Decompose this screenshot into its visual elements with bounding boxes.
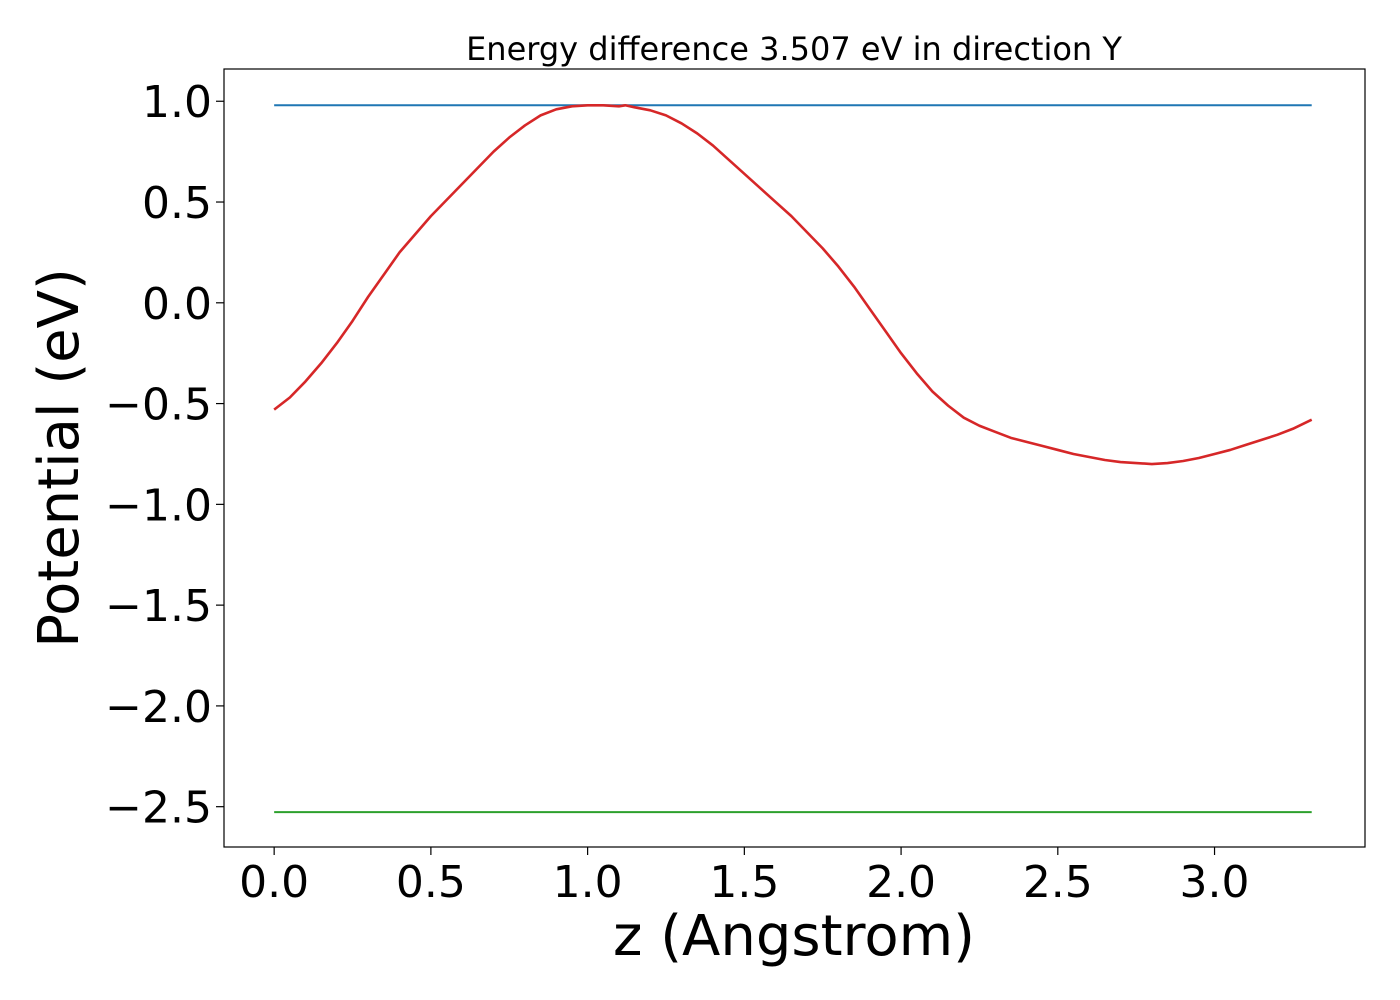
x-tick-label: 3.0 [1180,857,1250,908]
y-tick-label: 0.5 [142,178,212,229]
series-line-3 [273,103,1313,466]
x-tick-label: 0.0 [239,857,309,908]
y-tick-label: −2.0 [105,682,212,733]
x-tick-label: 1.5 [709,857,779,908]
y-axis-ticks: 1.0 0.5 0.0 −0.5 −1.0 −1.5 −2.0 −2.5 [105,77,224,834]
y-tick-label: −1.5 [105,581,212,632]
y-tick-label: −0.5 [105,380,212,431]
y-tick-label: 0.0 [142,279,212,330]
x-tick-label: 2.0 [866,857,936,908]
x-tick-label: 1.0 [553,857,623,908]
series-layer [273,103,1313,814]
x-axis-label: z (Angstrom) [613,904,975,969]
x-axis-ticks: 0.0 0.5 1.0 1.5 2.0 2.5 3.0 [239,847,1250,908]
y-tick-label: −2.5 [105,783,212,834]
y-axis-label: Potential (eV) [27,268,92,648]
y-tick-label: −1.0 [105,480,212,531]
y-tick-label: 1.0 [142,77,212,128]
x-tick-label: 2.5 [1023,857,1093,908]
chart-title: Energy difference 3.507 eV in direction … [466,30,1122,68]
plot-frame [223,68,1366,848]
x-tick-label: 0.5 [396,857,466,908]
